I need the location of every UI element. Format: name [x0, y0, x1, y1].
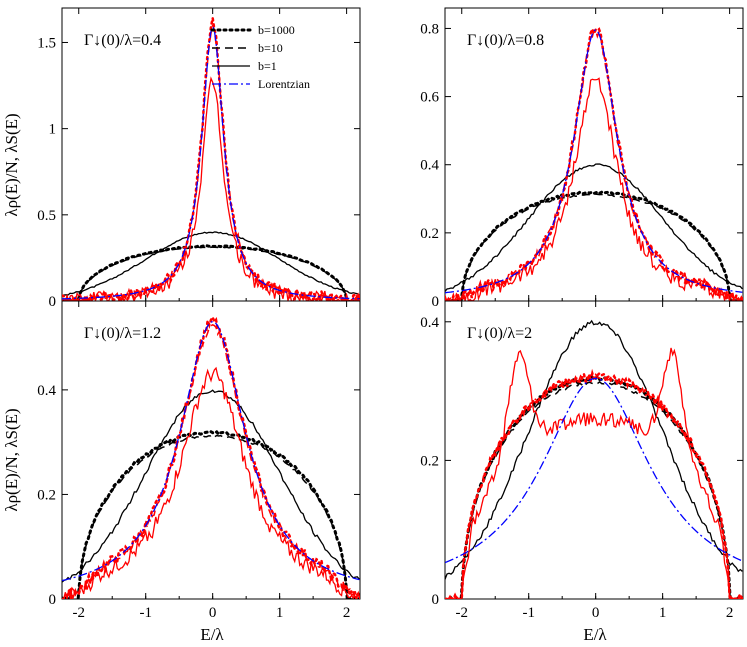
panel-label: Γ↓(0)/λ=0.8	[467, 32, 544, 49]
series-b1-black	[62, 389, 360, 583]
legend-label: b=1000	[258, 23, 295, 37]
y-tick-label: 0	[432, 592, 440, 608]
panel-4: -2 -1 0 1 2 0 0.2 0.4 Γ↓(0)/λ=2	[420, 300, 744, 621]
y-tick-label: 0.4	[420, 315, 439, 331]
series-b10-red	[62, 24, 360, 301]
panels: 0 0.5 1 1.5 Γ↓(0)/λ=0.4 b=1000 b=10 b=1 Lorentzi…	[37, 7, 744, 621]
y-axis-title-bottom: λρ(E)/N, λS(E)	[2, 408, 21, 511]
plot-area	[445, 25, 743, 301]
plot-frame	[444, 300, 744, 600]
x-tick-label: 1	[276, 605, 284, 621]
series-b1-red	[445, 77, 743, 301]
x-tick-label: 2	[343, 605, 351, 621]
y-tick-label: 0.2	[420, 453, 439, 469]
panel-label: Γ↓(0)/λ=2	[467, 325, 532, 342]
y-axis-title-top: λρ(E)/N, λS(E)	[2, 113, 21, 216]
panel-1: 0 0.5 1 1.5 Γ↓(0)/λ=0.4 b=1000 b=10 b=1 Lorentzi…	[37, 7, 361, 310]
series-lorentzian	[62, 26, 360, 300]
y-tick-label: 0	[432, 294, 440, 310]
legend: b=1000 b=10 b=1 Lorentzian	[210, 23, 310, 91]
y-tick-label: 0.2	[420, 226, 439, 242]
series-b1-black	[62, 231, 360, 297]
series-lorentzian	[62, 321, 360, 582]
plot-frame	[444, 7, 744, 302]
x-axis-title-right: E/λ	[583, 625, 607, 644]
legend-label: b=1	[258, 59, 277, 73]
x-tick-label: -1	[139, 605, 152, 621]
plot-frame	[61, 7, 361, 302]
y-tick-label: 0.2	[37, 487, 56, 503]
x-tick-label: 1	[659, 605, 667, 621]
y-tick-label: 1	[49, 122, 57, 138]
series-b1000-red	[62, 314, 360, 599]
series-b1-red	[62, 366, 360, 599]
y-tick-label: 0	[49, 294, 57, 310]
y-tick-label: 0	[49, 592, 57, 608]
panel-label: Γ↓(0)/λ=1.2	[84, 325, 161, 342]
plot-area	[62, 17, 360, 301]
y-tick-label: 0.4	[420, 158, 439, 174]
series-b1000-red	[62, 17, 360, 301]
series-b1-red	[445, 347, 743, 599]
x-axis-title-left: E/λ	[200, 625, 224, 644]
x-tick-label: 0	[209, 605, 217, 621]
y-tick-label: 0.6	[420, 90, 439, 106]
x-tick-label: -2	[72, 605, 85, 621]
panel-3: -2 -1 0 1 2 0 0.2 0.4 Γ↓(0)/λ=1.2	[37, 300, 361, 621]
legend-label: Lorentzian	[258, 77, 310, 91]
legend-label: b=10	[258, 41, 283, 55]
series-b1000-red	[445, 368, 743, 599]
series-b1000-black	[62, 244, 360, 301]
plot-area	[445, 319, 743, 599]
x-tick-label: 0	[592, 605, 600, 621]
x-tick-label: 2	[726, 605, 734, 621]
series-b10-black	[445, 380, 743, 599]
plot-frame	[61, 300, 361, 600]
x-tick-label: -1	[522, 605, 535, 621]
series-b10-black	[62, 433, 360, 599]
series-b1000-black	[445, 374, 743, 599]
series-b1000-black	[62, 429, 360, 599]
panel-2: 0 0.2 0.4 0.6 0.8 Γ↓(0)/λ=0.8	[420, 7, 744, 310]
y-tick-label: 0.4	[37, 383, 56, 399]
series-b1000-black	[445, 190, 743, 301]
y-tick-label: 1.5	[37, 35, 56, 51]
series-lorentzian	[445, 377, 743, 564]
series-b1-black	[445, 319, 743, 580]
x-tick-label: -2	[455, 605, 468, 621]
panel-label: Γ↓(0)/λ=0.4	[84, 32, 161, 49]
y-tick-label: 0.5	[37, 208, 56, 224]
series-b10-red	[62, 323, 360, 599]
series-b1-red	[62, 76, 360, 301]
plot-area	[62, 314, 360, 599]
series-b10-red	[445, 372, 743, 599]
series-b1-black	[445, 163, 743, 292]
y-tick-label: 0.8	[420, 21, 439, 37]
series-lorentzian	[445, 29, 743, 294]
